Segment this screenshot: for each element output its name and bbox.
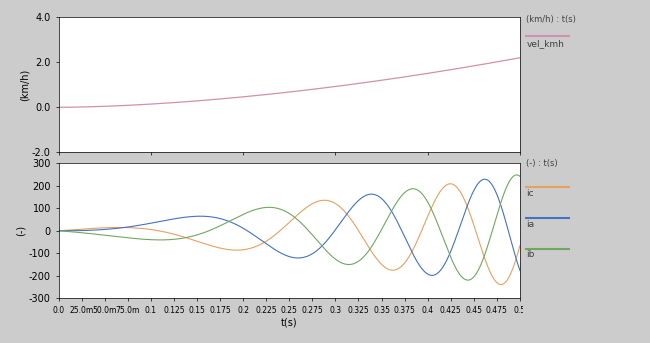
Text: ia: ia (526, 220, 534, 228)
Text: vel_kmh: vel_kmh (526, 39, 564, 48)
Text: ib: ib (526, 250, 535, 259)
Text: (km/h) : t(s): (km/h) : t(s) (526, 15, 577, 24)
X-axis label: t(s): t(s) (281, 318, 298, 328)
Text: ic: ic (526, 189, 534, 198)
Text: (-) : t(s): (-) : t(s) (526, 159, 558, 168)
Y-axis label: (-): (-) (16, 225, 26, 236)
Y-axis label: (km/h): (km/h) (20, 69, 29, 101)
